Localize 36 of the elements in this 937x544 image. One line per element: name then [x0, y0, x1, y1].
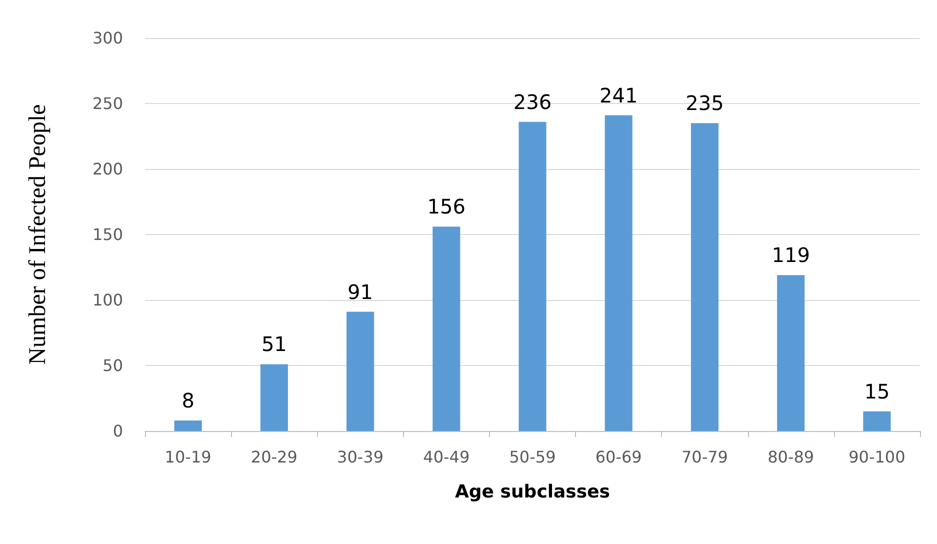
bar: [604, 115, 632, 431]
data-label: 51: [261, 332, 287, 356]
bar: [518, 122, 546, 431]
y-tick-label: 50: [102, 356, 123, 375]
x-tick-label: 30-39: [337, 448, 384, 466]
x-tick-label: 60-69: [595, 448, 642, 466]
x-tick-label: 40-49: [423, 448, 470, 466]
y-tick-label: 200: [92, 160, 123, 178]
data-label: 235: [686, 91, 724, 116]
data-label: 119: [772, 243, 810, 268]
y-tick-label: 300: [92, 28, 123, 48]
y-axis-title: Number of Infected People: [25, 104, 51, 365]
data-label: 241: [600, 83, 638, 108]
bar: [174, 420, 202, 431]
x-tick-label: 80-89: [768, 448, 814, 466]
bar: [690, 123, 718, 431]
x-axis-title: Age subclasses: [454, 482, 610, 502]
data-label: 15: [864, 379, 890, 404]
bar: [260, 364, 288, 431]
y-tick-label: 250: [92, 94, 123, 113]
data-label: 236: [513, 90, 552, 114]
data-label: 8: [182, 388, 194, 413]
y-tick-label: 150: [92, 225, 123, 244]
data-label: 156: [427, 194, 466, 219]
x-tick-label: 10-19: [164, 448, 212, 466]
y-tick-label: 0: [112, 422, 123, 440]
x-tick-label: 50-59: [509, 448, 556, 466]
y-tick-label: 100: [92, 290, 123, 310]
x-tick-label: 20-29: [250, 448, 298, 466]
bar: [346, 312, 374, 431]
bar: [777, 275, 805, 431]
bar: [863, 411, 891, 431]
x-tick-label: 90-100: [848, 448, 906, 466]
x-tick-label: 70-79: [681, 448, 728, 466]
data-label: 91: [348, 280, 374, 304]
bar: [432, 226, 460, 431]
